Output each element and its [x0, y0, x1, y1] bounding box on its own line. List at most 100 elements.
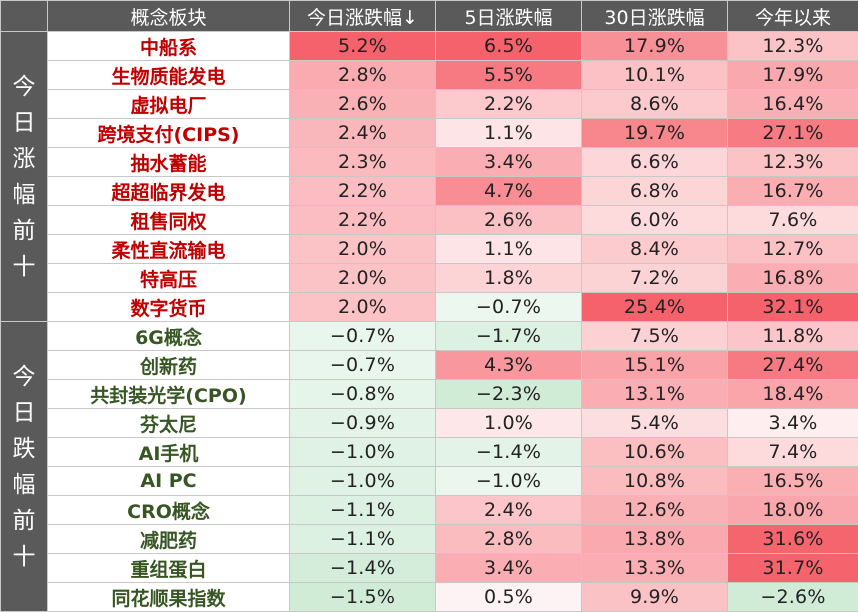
today-change-cell: −1.1%	[290, 496, 436, 525]
30d-change-cell: 17.9%	[582, 32, 728, 61]
today-change-cell: −1.5%	[290, 583, 436, 612]
5d-change-cell: 4.3%	[436, 351, 582, 380]
ytd-change-cell: 18.4%	[728, 380, 858, 409]
sector-name[interactable]: 共封装光学(CPO)	[48, 380, 290, 409]
sector-name[interactable]: 特高压	[48, 264, 290, 293]
table-row[interactable]: AI PC−1.0%−1.0%10.8%16.5%	[1, 467, 858, 496]
5d-change-cell: 2.6%	[436, 206, 582, 235]
5d-change-cell: 1.1%	[436, 235, 582, 264]
ytd-change-cell: 11.8%	[728, 322, 858, 351]
table-row[interactable]: 共封装光学(CPO)−0.8%−2.3%13.1%18.4%	[1, 380, 858, 409]
sector-name[interactable]: 重组蛋白	[48, 554, 290, 583]
table-row[interactable]: 同花顺果指数−1.5%0.5%9.9%−2.6%	[1, 583, 858, 612]
header-5d-change[interactable]: 5日涨跌幅	[436, 1, 582, 32]
30d-change-cell: 12.6%	[582, 496, 728, 525]
today-change-cell: −0.9%	[290, 409, 436, 438]
30d-change-cell: 13.8%	[582, 525, 728, 554]
ytd-change-cell: −2.6%	[728, 583, 858, 612]
group-label-top-gainers: 今日涨幅前十	[1, 32, 48, 322]
sector-name[interactable]: 数字货币	[48, 293, 290, 322]
table-row[interactable]: 减肥药−1.1%2.8%13.8%31.6%	[1, 525, 858, 554]
group-label-char: 幅	[1, 467, 47, 503]
group-label-char: 跌	[1, 431, 47, 467]
30d-change-cell: 7.2%	[582, 264, 728, 293]
ytd-change-cell: 12.7%	[728, 235, 858, 264]
sector-name[interactable]: AI手机	[48, 438, 290, 467]
sector-name[interactable]: 6G概念	[48, 322, 290, 351]
5d-change-cell: 5.5%	[436, 61, 582, 90]
today-change-cell: 2.2%	[290, 206, 436, 235]
table-row[interactable]: 重组蛋白−1.4%3.4%13.3%31.7%	[1, 554, 858, 583]
table-row[interactable]: 芬太尼−0.9%1.0%5.4%3.4%	[1, 409, 858, 438]
group-label-char: 前	[1, 213, 47, 249]
ytd-change-cell: 17.9%	[728, 61, 858, 90]
sector-name[interactable]: 柔性直流输电	[48, 235, 290, 264]
ytd-change-cell: 3.4%	[728, 409, 858, 438]
ytd-change-cell: 7.4%	[728, 438, 858, 467]
30d-change-cell: 5.4%	[582, 409, 728, 438]
5d-change-cell: −1.0%	[436, 467, 582, 496]
header-30d-change[interactable]: 30日涨跌幅	[582, 1, 728, 32]
header-today-change[interactable]: 今日涨跌幅↓	[290, 1, 436, 32]
5d-change-cell: −0.7%	[436, 293, 582, 322]
sector-name[interactable]: 抽水蓄能	[48, 148, 290, 177]
table-row[interactable]: CRO概念−1.1%2.4%12.6%18.0%	[1, 496, 858, 525]
5d-change-cell: 0.5%	[436, 583, 582, 612]
group-label-char: 日	[1, 105, 47, 141]
sector-name[interactable]: 跨境支付(CIPS)	[48, 119, 290, 148]
table-row[interactable]: 创新药−0.7%4.3%15.1%27.4%	[1, 351, 858, 380]
5d-change-cell: 4.7%	[436, 177, 582, 206]
today-change-cell: −1.4%	[290, 554, 436, 583]
sector-name[interactable]: 同花顺果指数	[48, 583, 290, 612]
header-ytd-change[interactable]: 今年以来	[728, 1, 858, 32]
today-change-cell: 2.8%	[290, 61, 436, 90]
ytd-change-cell: 16.7%	[728, 177, 858, 206]
sector-name[interactable]: AI PC	[48, 467, 290, 496]
sector-name[interactable]: 芬太尼	[48, 409, 290, 438]
30d-change-cell: 8.4%	[582, 235, 728, 264]
today-change-cell: −1.0%	[290, 467, 436, 496]
5d-change-cell: 1.1%	[436, 119, 582, 148]
5d-change-cell: 1.0%	[436, 409, 582, 438]
group-label-char: 十	[1, 539, 47, 575]
today-change-cell: −0.8%	[290, 380, 436, 409]
today-change-cell: 2.0%	[290, 235, 436, 264]
header-sector[interactable]: 概念板块	[48, 1, 290, 32]
today-change-cell: −0.7%	[290, 351, 436, 380]
today-change-cell: 2.0%	[290, 264, 436, 293]
sector-name[interactable]: 中船系	[48, 32, 290, 61]
sector-name[interactable]: 虚拟电厂	[48, 90, 290, 119]
sector-name[interactable]: 租售同权	[48, 206, 290, 235]
ytd-change-cell: 12.3%	[728, 32, 858, 61]
header-row: 概念板块 今日涨跌幅↓ 5日涨跌幅 30日涨跌幅 今年以来	[1, 1, 858, 32]
group-label-char: 前	[1, 503, 47, 539]
today-change-cell: 2.4%	[290, 119, 436, 148]
sector-name[interactable]: 创新药	[48, 351, 290, 380]
ytd-change-cell: 12.3%	[728, 148, 858, 177]
sector-name[interactable]: 超超临界发电	[48, 177, 290, 206]
5d-change-cell: 2.2%	[436, 90, 582, 119]
group-label-char: 日	[1, 395, 47, 431]
5d-change-cell: −2.3%	[436, 380, 582, 409]
30d-change-cell: 13.1%	[582, 380, 728, 409]
sector-name[interactable]: 生物质能发电	[48, 61, 290, 90]
30d-change-cell: 6.0%	[582, 206, 728, 235]
table-row[interactable]: 跨境支付(CIPS)2.4%1.1%19.7%27.1%	[1, 119, 858, 148]
table-row[interactable]: AI手机−1.0%−1.4%10.6%7.4%	[1, 438, 858, 467]
30d-change-cell: 7.5%	[582, 322, 728, 351]
group-label-char: 今	[1, 69, 47, 105]
5d-change-cell: 6.5%	[436, 32, 582, 61]
sector-name[interactable]: CRO概念	[48, 496, 290, 525]
sector-name[interactable]: 减肥药	[48, 525, 290, 554]
